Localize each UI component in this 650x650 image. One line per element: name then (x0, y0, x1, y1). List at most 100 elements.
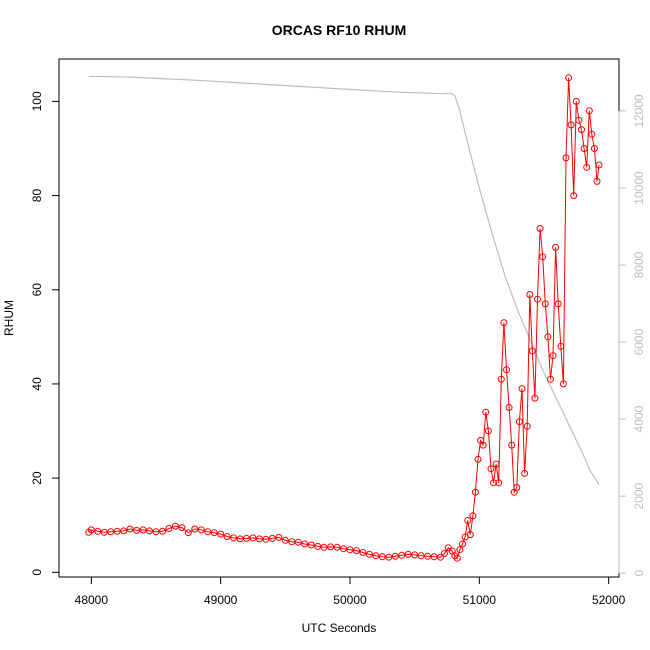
rhum-point (590, 145, 598, 152)
rhum-point (453, 554, 461, 562)
rhum-point (523, 422, 531, 430)
rhum-point (197, 526, 205, 534)
rhum-point (314, 542, 322, 550)
rhum-point (484, 427, 492, 435)
rhum-point (474, 455, 482, 463)
y2-tick-label: 12000 (632, 94, 646, 128)
rhum-point (552, 243, 560, 251)
rhum-point (492, 460, 500, 468)
y-axis-label: RHUM (2, 300, 16, 336)
rhum-point (557, 342, 565, 350)
rhum-point (359, 549, 367, 556)
rhum-point (391, 552, 399, 560)
rhum-point (385, 553, 393, 561)
rhum-point (471, 488, 479, 496)
altitude-series (88, 75, 600, 485)
rhum-point (230, 534, 238, 542)
rhum-point (572, 97, 580, 105)
rhum-point (210, 529, 218, 537)
rhum-point (327, 543, 335, 551)
y2-tick-label: 6000 (632, 328, 646, 355)
rhum-point (159, 527, 166, 535)
axes: 48000 49000 50000 51000 52000 0 20 40 60 80 100 0 20… (30, 91, 646, 607)
rhum-point (487, 465, 495, 473)
chart-title: ORCAS RF10 RHUM (272, 22, 407, 38)
rhum-point (490, 479, 497, 487)
y-tick-label: 40 (30, 377, 44, 391)
rhum-point (262, 535, 270, 543)
rhum-point (139, 526, 147, 534)
rhum-point (152, 528, 160, 536)
rhum-point (549, 352, 557, 360)
rhum-point (578, 126, 585, 134)
rhum-point (567, 121, 575, 129)
rhum-point (249, 534, 257, 542)
rhum-point (575, 116, 583, 124)
rhum-point (275, 533, 283, 541)
y-tick-label: 80 (30, 189, 44, 203)
rhum-point (133, 526, 141, 534)
rhum-point (503, 366, 510, 374)
x-tick-label: 49000 (204, 593, 238, 607)
rhum-point (417, 552, 425, 560)
rhum-point (165, 525, 173, 532)
rhum-point (588, 130, 596, 138)
y2-tick-label: 8000 (632, 251, 646, 278)
rhum-point (464, 517, 472, 524)
rhum-point (107, 528, 115, 536)
rhum-point (411, 551, 419, 559)
rhum-line (88, 77, 600, 560)
rhum-point (146, 527, 153, 535)
rhum-point (531, 394, 539, 402)
rhum-point (562, 154, 570, 162)
rhum-point (440, 550, 448, 557)
rhum-point (456, 546, 464, 554)
rhum-point (204, 528, 212, 536)
rhum-point (340, 545, 347, 553)
rhum-point (372, 552, 380, 560)
rhum-point (320, 543, 328, 551)
rhum-point (333, 543, 341, 551)
y2-tick-label: 10000 (632, 171, 646, 205)
rhum-point (346, 546, 354, 554)
x-tick-label: 48000 (75, 593, 109, 607)
rhum-point (171, 522, 179, 530)
rhum-point (184, 529, 192, 537)
rhum-point (191, 525, 199, 533)
rhum-point (518, 385, 526, 393)
rhum-point (307, 541, 315, 549)
rhum-point (404, 550, 412, 558)
rhum-point (424, 552, 432, 560)
rhum-point (500, 319, 508, 327)
rhum-point (437, 553, 444, 561)
rhum-point (113, 527, 121, 535)
rhum-point (301, 540, 309, 548)
rhum-point (120, 527, 128, 535)
rhum-point (585, 107, 593, 115)
rhum-point (513, 484, 521, 491)
rhum-point (583, 163, 591, 171)
y2-tick-label: 0 (632, 569, 646, 576)
rhum-point (565, 74, 573, 82)
rhum-point (593, 177, 601, 185)
rhum-point (294, 538, 302, 546)
rhum-point (223, 533, 231, 540)
rhum-point (534, 295, 541, 303)
rhum-point (536, 225, 544, 232)
rhum-point (547, 375, 554, 383)
rhum-point (528, 347, 536, 355)
x-axis-label: UTC Seconds (302, 621, 377, 635)
rhum-point (479, 441, 487, 449)
rhum-point (459, 540, 466, 548)
rhum-point (595, 161, 603, 169)
rhum-point (515, 418, 523, 426)
rhum-point (353, 547, 360, 555)
rhum-point (469, 512, 477, 520)
y-tick-label: 100 (30, 91, 44, 111)
rhum-point (544, 333, 552, 341)
y-tick-label: 0 (30, 569, 44, 576)
y2-tick-label: 2000 (632, 482, 646, 509)
rhum-point (126, 525, 134, 533)
rhum-point (217, 530, 225, 538)
rhum-point (539, 253, 547, 261)
